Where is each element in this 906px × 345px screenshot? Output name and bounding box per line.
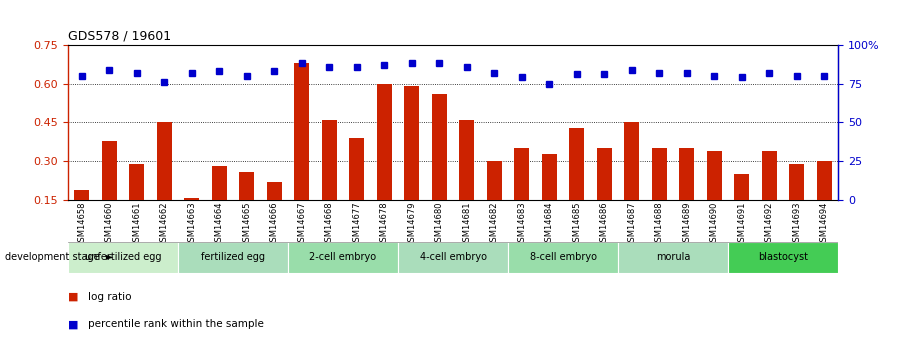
Bar <box>508 241 618 273</box>
Bar <box>431 94 447 200</box>
Bar <box>651 148 667 200</box>
Bar <box>74 190 90 200</box>
Bar <box>515 148 529 200</box>
Bar <box>487 161 502 200</box>
Bar <box>184 197 199 200</box>
Bar <box>618 241 728 273</box>
Text: 2-cell embryo: 2-cell embryo <box>310 252 377 262</box>
Bar <box>322 120 337 200</box>
Bar <box>377 84 391 200</box>
Bar <box>762 151 776 200</box>
Text: percentile rank within the sample: percentile rank within the sample <box>88 319 264 329</box>
Bar <box>542 154 557 200</box>
Bar <box>68 241 178 273</box>
Bar <box>624 122 640 200</box>
Text: unfertilized egg: unfertilized egg <box>84 252 161 262</box>
Bar <box>349 138 364 200</box>
Text: 8-cell embryo: 8-cell embryo <box>529 252 596 262</box>
Text: development stage  ►: development stage ► <box>5 252 113 262</box>
Text: blastocyst: blastocyst <box>758 252 808 262</box>
Bar <box>707 151 722 200</box>
Text: GDS578 / 19601: GDS578 / 19601 <box>68 29 171 42</box>
Bar <box>288 241 398 273</box>
Bar <box>398 241 508 273</box>
Text: ■: ■ <box>68 292 82 302</box>
Text: morula: morula <box>656 252 690 262</box>
Bar <box>101 141 117 200</box>
Bar <box>459 120 475 200</box>
Bar <box>816 161 832 200</box>
Bar <box>157 122 172 200</box>
Bar <box>680 148 694 200</box>
Bar <box>239 171 255 200</box>
Bar <box>569 128 584 200</box>
Bar <box>597 148 612 200</box>
Bar <box>130 164 144 200</box>
Bar <box>789 164 805 200</box>
Bar <box>728 241 838 273</box>
Bar <box>404 86 419 200</box>
Bar <box>178 241 288 273</box>
Bar <box>212 166 226 200</box>
Text: 4-cell embryo: 4-cell embryo <box>419 252 487 262</box>
Text: fertilized egg: fertilized egg <box>201 252 265 262</box>
Bar <box>266 182 282 200</box>
Text: ■: ■ <box>68 319 82 329</box>
Text: log ratio: log ratio <box>88 292 131 302</box>
Bar <box>734 174 749 200</box>
Bar <box>294 63 309 200</box>
